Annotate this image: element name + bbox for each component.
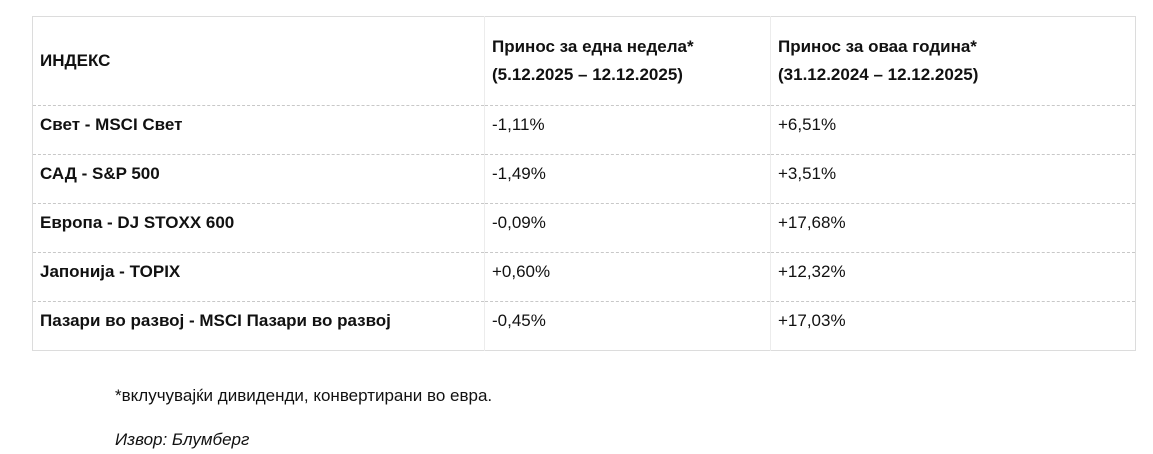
index-name: Пазари во развој - MSCI Пазари во развој <box>32 301 485 351</box>
index-name: САД - S&P 500 <box>32 154 485 204</box>
return-value: -0,45% <box>484 301 771 351</box>
source: Извор: Блумберг <box>115 430 250 449</box>
return-value: +17,68% <box>770 203 1136 253</box>
return-value: -1,49% <box>484 154 771 204</box>
table-row: Јапонија - TOPIX +0,60% +12,32% <box>32 252 1136 302</box>
return-value: -0,09% <box>484 203 771 253</box>
table-row: Европа - DJ STOXX 600 -0,09% +17,68% <box>32 203 1136 253</box>
table-row: Свет - MSCI Свет -1,11% +6,51% <box>32 105 1136 155</box>
return-value: +3,51% <box>770 154 1136 204</box>
table-body: ИНДЕКС Принос за една недела* (5.12.2025 … <box>32 16 1136 351</box>
header-period: (31.12.2024 – 12.12.2025) <box>778 65 979 84</box>
index-name: Свет - MSCI Свет <box>32 105 485 155</box>
return-value: +6,51% <box>770 105 1136 155</box>
table-row: Пазари во развој - MSCI Пазари во развој… <box>32 301 1136 351</box>
header-cell: ИНДЕКС <box>33 17 485 106</box>
index-table: ИНДЕКС Принос за една недела* (5.12.2025 … <box>32 16 1136 351</box>
footnote: *вклучувајќи дивиденди, конвертирани во … <box>115 386 493 405</box>
header-title: Принос за една недела* <box>492 37 694 56</box>
return-value: +0,60% <box>484 252 771 302</box>
header-row: ИНДЕКС Принос за една недела* (5.12.2025 … <box>33 16 1136 106</box>
return-value: +17,03% <box>770 301 1136 351</box>
header-cell: Принос за една недела* (5.12.2025 – 12.12… <box>484 16 771 106</box>
header-title: ИНДЕКС <box>40 51 111 70</box>
return-value: +12,32% <box>770 252 1136 302</box>
header-title: Принос за оваа година* <box>778 37 977 56</box>
table-row: САД - S&P 500 -1,49% +3,51% <box>32 154 1136 204</box>
header-period: (5.12.2025 – 12.12.2025) <box>492 65 683 84</box>
header-cell: Принос за оваа година* (31.12.2024 – 12.1… <box>770 16 1136 106</box>
index-name: Европа - DJ STOXX 600 <box>32 203 485 253</box>
return-value: -1,11% <box>484 105 771 155</box>
index-name: Јапонија - TOPIX <box>32 252 485 302</box>
